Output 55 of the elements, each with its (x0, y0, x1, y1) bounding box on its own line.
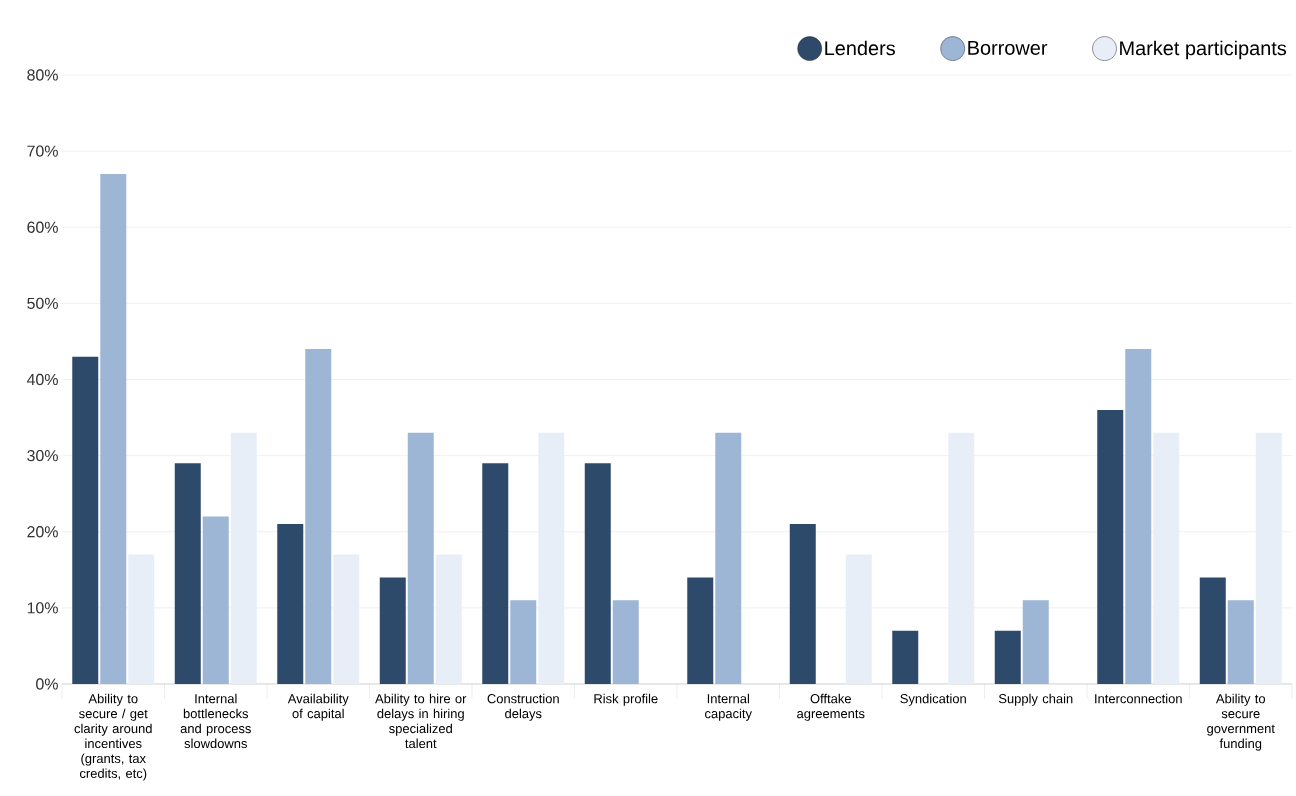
y-tick-label: 40% (26, 373, 58, 386)
y-tick-label: 80% (27, 69, 58, 81)
legend-label: Borrower (968, 41, 1048, 55)
x-tick-label: Internal capacity (705, 693, 752, 721)
x-tick-label: Syndication (900, 693, 966, 706)
x-tick-label: Construction delays (487, 693, 559, 721)
y-tick-label: 0% (36, 678, 58, 690)
bar (994, 630, 1021, 684)
bar (687, 577, 714, 684)
x-tick-label: Supply chain (998, 693, 1073, 706)
bar (1227, 600, 1254, 684)
x-tick-label: Ability to hire or delays in hiring specialized talent (375, 693, 467, 749)
x-tick-label: Interconnection (1095, 693, 1182, 704)
x-tick-label: Internal bottlenecks and process slowdowns (180, 693, 251, 749)
bar (892, 630, 919, 684)
bar (435, 554, 462, 684)
bar (333, 554, 360, 684)
bar (510, 600, 537, 684)
x-tick-label: Ability to secure / get clarity around incentives (grants, tax credits, etc) (74, 693, 152, 781)
bar (1097, 409, 1124, 684)
bar (202, 516, 229, 684)
bar (1022, 600, 1049, 684)
bar (1125, 349, 1152, 684)
bar (379, 577, 406, 684)
legend-label: Market participants (1120, 40, 1287, 60)
bar (174, 463, 201, 684)
x-tick-label: Ability to secure government funding (1207, 693, 1275, 751)
bar (277, 524, 304, 684)
y-tick-label: 20% (27, 526, 58, 538)
bar (845, 554, 872, 684)
y-tick-label: 10% (27, 602, 58, 614)
bar (1199, 577, 1226, 684)
bar (948, 432, 975, 684)
y-tick-label: 30% (27, 449, 58, 462)
bar (612, 600, 639, 684)
bar (1153, 432, 1180, 684)
bar (584, 463, 611, 684)
bar (407, 432, 434, 684)
y-tick-label: 70% (27, 145, 58, 157)
bar (72, 356, 99, 684)
bar (538, 432, 565, 684)
bar (715, 432, 742, 684)
x-tick-label: Offtake agreements (797, 693, 865, 721)
x-tick-label: Availability of capital (287, 693, 349, 721)
bar (100, 173, 127, 684)
bar (305, 349, 332, 684)
bar (789, 524, 816, 684)
bar (1255, 432, 1282, 684)
bar (482, 463, 509, 684)
legend-label: Lenders (825, 40, 895, 56)
y-tick-label: 60% (27, 221, 58, 233)
bar (230, 432, 257, 684)
bar (128, 554, 155, 684)
x-tick-label: Risk profile (594, 693, 658, 706)
y-tick-label: 50% (27, 297, 58, 309)
